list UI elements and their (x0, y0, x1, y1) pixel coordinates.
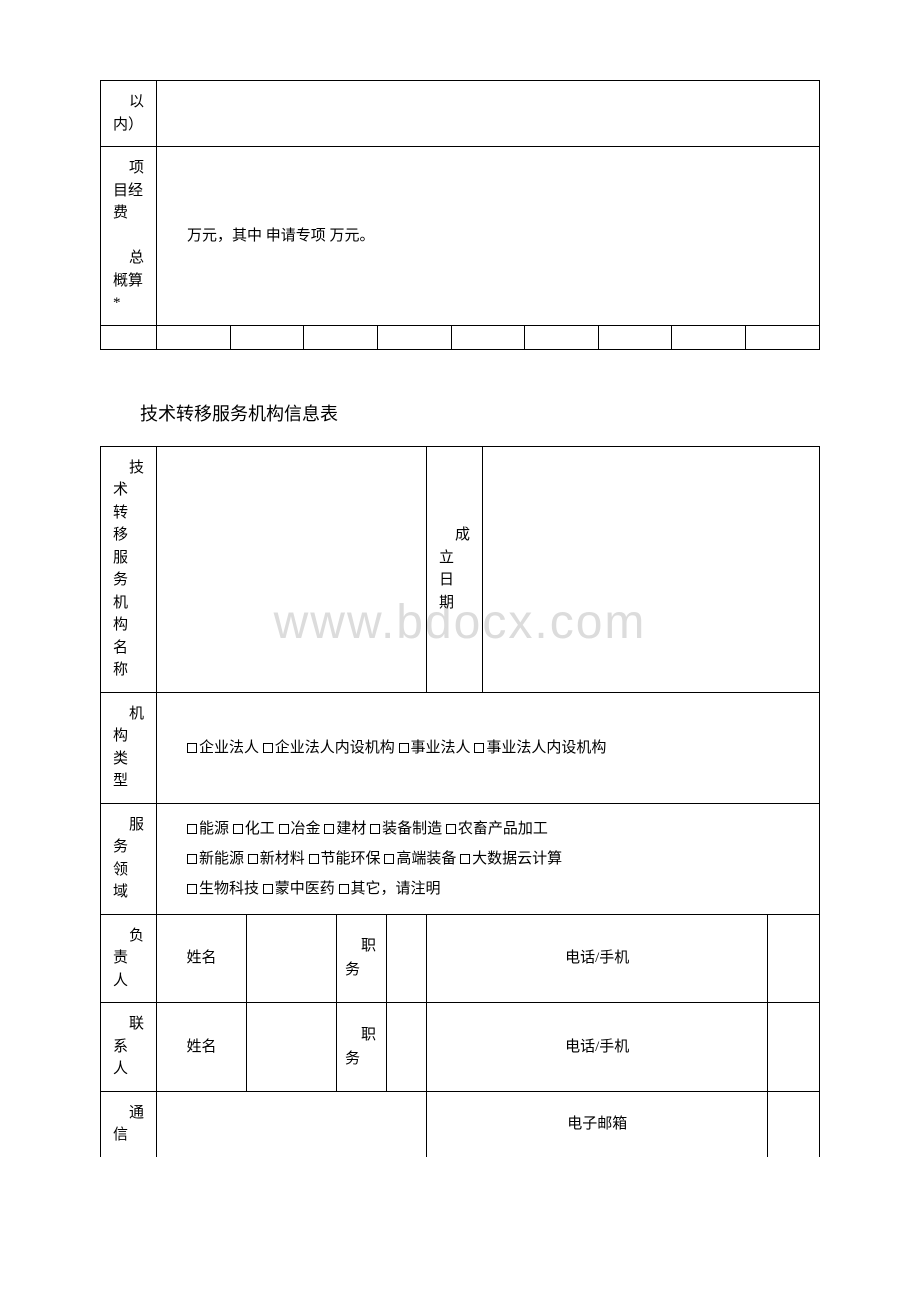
email-label: 电子邮箱 (427, 1091, 768, 1157)
empty-cell (598, 325, 672, 349)
table-org-info: 技术转移服务机构名称 成立日期 机构类型 企业法人 企业法人内设机构 事业法人 … (100, 446, 820, 1157)
position-label: 职务 (337, 914, 387, 1003)
empty-cell (746, 325, 820, 349)
phone-label: 电话/手机 (427, 1003, 768, 1092)
empty-cell (101, 325, 157, 349)
email-value (768, 1091, 820, 1157)
service-area-options: 能源 化工 冶金 建材 装备制造 农畜产品加工 新能源 新材料 节能环保 高端装… (157, 803, 820, 914)
establish-date-value (483, 446, 820, 692)
org-type-options: 企业法人 企业法人内设机构 事业法人 事业法人内设机构 (157, 692, 820, 803)
empty-cell (451, 325, 525, 349)
responsible-phone-value (768, 914, 820, 1003)
org-name-label: 技术转移服务机构名称 (101, 446, 157, 692)
contact-name-value (247, 1003, 337, 1092)
empty-cell (230, 325, 304, 349)
empty-cell (304, 325, 378, 349)
establish-date-label: 成立日期 (427, 446, 483, 692)
contact-label: 联系人 (101, 1003, 157, 1092)
addr-value (157, 1091, 427, 1157)
contact-position-value (387, 1003, 427, 1092)
responsible-position-value (387, 914, 427, 1003)
contact-phone-value (768, 1003, 820, 1092)
budget-row1-label: 以内） (101, 81, 157, 147)
org-name-value (157, 446, 427, 692)
empty-cell (525, 325, 599, 349)
responsible-label: 负责人 (101, 914, 157, 1003)
responsible-name-value (247, 914, 337, 1003)
budget-row2-label: 项目经费总概算* (101, 147, 157, 326)
empty-cell (672, 325, 746, 349)
phone-label: 电话/手机 (427, 914, 768, 1003)
empty-cell (377, 325, 451, 349)
service-area-label: 服务领域 (101, 803, 157, 914)
budget-row1-content (157, 81, 820, 147)
empty-cell (157, 325, 231, 349)
section-title: 技术转移服务机构信息表 (140, 400, 820, 426)
name-label: 姓名 (157, 1003, 247, 1092)
position-label: 职务 (337, 1003, 387, 1092)
table-budget: 以内） 项目经费总概算* 万元，其中 申请专项 万元。 (100, 80, 820, 350)
budget-row2-content: 万元，其中 申请专项 万元。 (157, 147, 820, 326)
name-label: 姓名 (157, 914, 247, 1003)
addr-label: 通信 (101, 1091, 157, 1157)
org-type-label: 机构类型 (101, 692, 157, 803)
